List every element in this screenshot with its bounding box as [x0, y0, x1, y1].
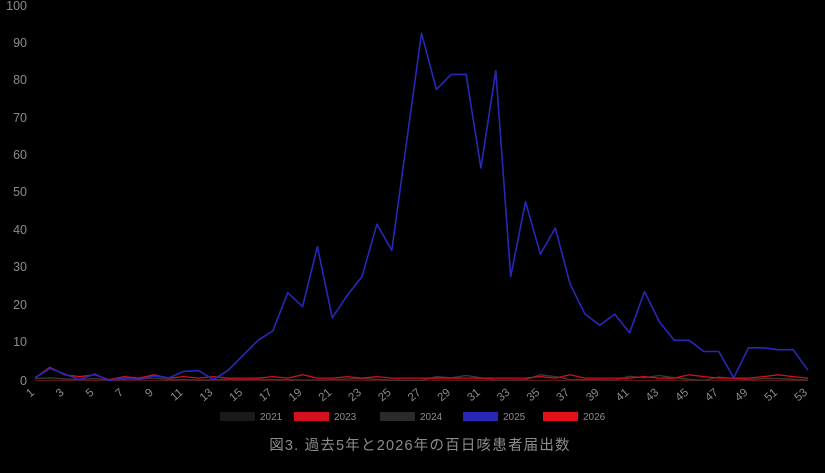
- svg-text:100: 100: [6, 0, 27, 13]
- svg-text:60: 60: [13, 148, 27, 162]
- svg-text:2025: 2025: [503, 412, 526, 423]
- svg-text:30: 30: [13, 260, 27, 274]
- svg-text:2024: 2024: [420, 412, 443, 423]
- svg-text:図3. 過去5年と2026年の百日咳患者届出数: 図3. 過去5年と2026年の百日咳患者届出数: [269, 437, 571, 454]
- svg-text:0: 0: [20, 374, 27, 388]
- svg-text:40: 40: [13, 223, 27, 237]
- svg-text:2026: 2026: [583, 412, 606, 423]
- svg-text:2021: 2021: [260, 412, 283, 423]
- svg-text:2023: 2023: [334, 412, 357, 423]
- svg-text:20: 20: [13, 298, 27, 312]
- svg-text:70: 70: [13, 111, 27, 125]
- svg-text:90: 90: [13, 36, 27, 50]
- svg-text:10: 10: [13, 335, 27, 349]
- svg-text:80: 80: [13, 73, 27, 87]
- svg-text:50: 50: [13, 185, 27, 199]
